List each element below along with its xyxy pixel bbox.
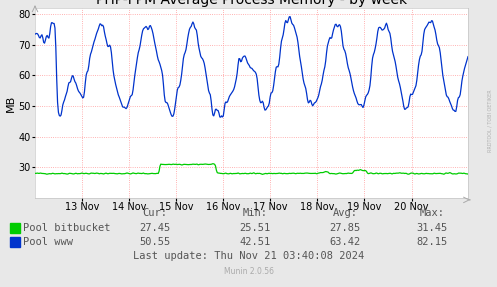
Text: Min:: Min: — [243, 208, 267, 218]
Text: 27.45: 27.45 — [139, 223, 170, 233]
Text: RRDTOOL / TOBI OETIKER: RRDTOOL / TOBI OETIKER — [487, 89, 492, 152]
Text: 25.51: 25.51 — [240, 223, 271, 233]
Text: 42.51: 42.51 — [240, 237, 271, 247]
Title: PHP-FPM Average Process Memory - by week: PHP-FPM Average Process Memory - by week — [96, 0, 407, 7]
Text: 31.45: 31.45 — [416, 223, 448, 233]
Text: Last update: Thu Nov 21 03:40:08 2024: Last update: Thu Nov 21 03:40:08 2024 — [133, 251, 364, 261]
Text: Munin 2.0.56: Munin 2.0.56 — [224, 267, 273, 276]
Text: Pool www: Pool www — [23, 237, 73, 247]
Text: 63.42: 63.42 — [330, 237, 361, 247]
Text: 27.85: 27.85 — [330, 223, 361, 233]
Text: 50.55: 50.55 — [139, 237, 170, 247]
Text: Avg:: Avg: — [332, 208, 357, 218]
Text: Max:: Max: — [419, 208, 444, 218]
Text: 82.15: 82.15 — [416, 237, 448, 247]
Y-axis label: MB: MB — [5, 94, 16, 112]
Text: Pool bitbucket: Pool bitbucket — [23, 223, 110, 233]
Text: Cur:: Cur: — [143, 208, 167, 218]
